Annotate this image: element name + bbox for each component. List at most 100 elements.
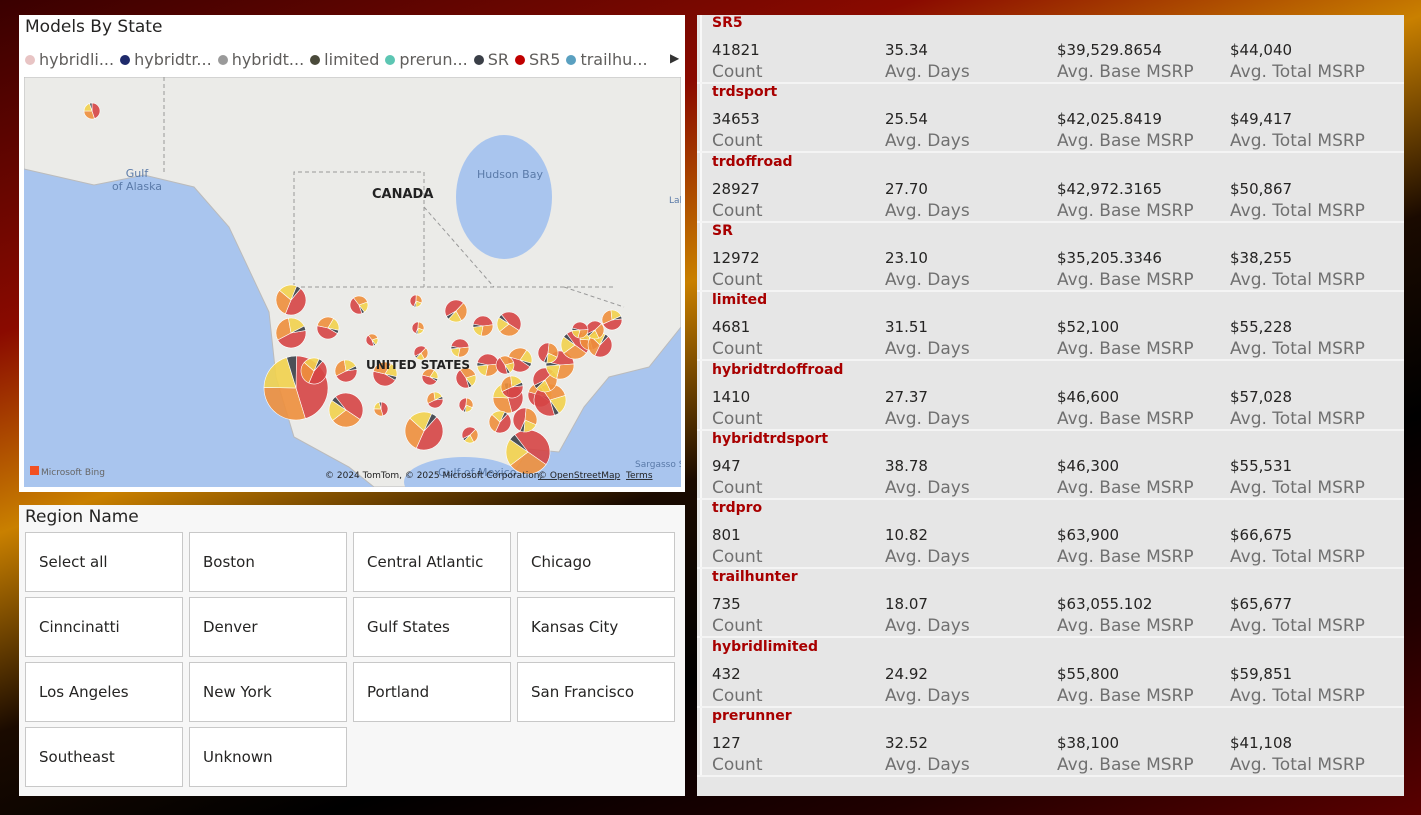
pie-slice	[450, 338, 470, 349]
slicer-option[interactable]: Gulf States	[353, 597, 511, 657]
card-label: Avg. Total MSRP	[1230, 200, 1365, 221]
pie-slice	[429, 376, 439, 382]
slicer-option[interactable]: Portland	[353, 662, 511, 722]
slicer-option[interactable]: Southeast	[25, 727, 183, 787]
legend-item[interactable]: SR5	[515, 50, 560, 69]
legend-label: SR5	[529, 50, 561, 69]
card-value: $39,529.8654	[1057, 41, 1162, 59]
pie-slice	[335, 392, 364, 420]
pie-slice	[556, 363, 575, 380]
card-label: Count	[712, 547, 763, 568]
pie-slice	[404, 417, 425, 449]
card-value: 12972	[712, 248, 760, 267]
card-label: Avg. Days	[885, 339, 970, 360]
slicer-option[interactable]: Boston	[189, 532, 347, 592]
card-label: Avg. Days	[885, 200, 970, 221]
legend-item[interactable]: hybridt...	[217, 50, 305, 69]
card-value: $63,055.102	[1057, 595, 1153, 614]
map-label: Terms	[625, 471, 653, 481]
pie-slice	[358, 304, 365, 314]
card-value: 28927	[712, 179, 760, 198]
slicer-option[interactable]: Select all	[25, 532, 183, 592]
map-title: Models By State	[25, 17, 163, 37]
pie-slice	[263, 357, 297, 389]
pie-slice	[335, 368, 358, 383]
card-label: Count	[712, 269, 763, 290]
legend-dot	[120, 54, 131, 65]
card-value: $55,531	[1230, 456, 1293, 475]
pie-slice	[331, 396, 347, 411]
legend-item[interactable]: limited	[310, 50, 379, 69]
map-label: Gulf of Alaska	[112, 167, 162, 193]
pie-slice	[415, 327, 419, 335]
legend-item[interactable]: SR	[473, 50, 509, 69]
card-label: Avg. Base MSRP	[1057, 477, 1194, 498]
pie-slice	[415, 416, 444, 451]
group-name: hybridlimited	[712, 638, 819, 655]
card-label: Count	[712, 616, 763, 637]
legend-label: trailhu...	[580, 50, 648, 69]
slicer-option[interactable]: Los Angeles	[25, 662, 183, 722]
pie-slice	[300, 362, 315, 384]
card-group: hybridlimited 432 Count 24.92 Avg. Days $55,8…	[697, 639, 1404, 708]
slicer-option[interactable]: Denver	[189, 597, 347, 657]
multi-row-card: SR5 41821 Count 35.34 Avg. Days $39,529.8654 A…	[697, 15, 1404, 796]
pie-slice	[571, 327, 581, 331]
card-label: Avg. Total MSRP	[1230, 685, 1365, 706]
pie-slice	[462, 434, 471, 442]
card-label: Count	[712, 131, 763, 152]
card-label: Count	[712, 200, 763, 221]
card-label: Avg. Days	[885, 685, 970, 706]
pie-slice	[501, 311, 522, 331]
slicer-option[interactable]: Cinncinatti	[25, 597, 183, 657]
card-label: Avg. Base MSRP	[1057, 755, 1194, 775]
pie-slice	[421, 374, 438, 386]
slicer-option[interactable]: Kansas City	[517, 597, 675, 657]
slicer-option[interactable]: New York	[189, 662, 347, 722]
card-label: Avg. Days	[885, 616, 970, 637]
card-label: Avg. Base MSRP	[1057, 131, 1194, 152]
card-value: 23.10	[885, 248, 928, 267]
card-value: 27.37	[885, 387, 928, 406]
group-name: trdsport	[712, 84, 778, 101]
card-label: Avg. Total MSRP	[1230, 477, 1365, 498]
pie-slice	[563, 333, 576, 346]
legend-dot	[473, 54, 484, 65]
legend-item[interactable]: trailhu...	[566, 50, 648, 69]
card-value: $42,025.8419	[1057, 110, 1162, 129]
legend-item[interactable]: hybridtr...	[120, 50, 212, 69]
pie-slice	[345, 365, 358, 372]
card-label: Count	[712, 477, 763, 498]
card-label: Avg. Days	[885, 547, 970, 568]
card-label: Avg. Base MSRP	[1057, 339, 1194, 360]
pie-slice	[384, 373, 398, 381]
slicer-option[interactable]: Unknown	[189, 727, 347, 787]
card-label: Avg. Base MSRP	[1057, 269, 1194, 290]
card-label: Count	[712, 339, 763, 360]
map-label: © 2024 TomTom, © 2025 Microsoft Corporat…	[325, 471, 542, 481]
legend-label: hybridt...	[231, 50, 305, 69]
slicer-option[interactable]: San Francisco	[517, 662, 675, 722]
card-group: trdpro 801 Count 10.82 Avg. Days $63,900 Avg. …	[697, 500, 1404, 570]
card-label: Avg. Days	[885, 755, 970, 775]
group-name: trdpro	[712, 500, 763, 517]
legend-next[interactable]: ▶	[670, 51, 680, 65]
legend-label: hybridtr...	[134, 50, 212, 69]
legend-item[interactable]: hybridli...	[25, 50, 114, 69]
slicer-option[interactable]: Chicago	[517, 532, 675, 592]
card-label: Avg. Days	[885, 477, 970, 498]
slicer-option[interactable]: Central Atlantic	[353, 532, 511, 592]
card-label: Avg. Base MSRP	[1057, 547, 1194, 568]
pie-slice	[414, 352, 422, 359]
card-value: $55,228	[1230, 318, 1293, 337]
pie-slice	[533, 379, 546, 389]
pie-slice	[461, 426, 477, 440]
map-label: Lab	[669, 196, 681, 206]
hudson-bay	[456, 135, 552, 259]
legend-item[interactable]: prerun...	[385, 50, 468, 69]
pie-slice	[571, 321, 589, 331]
card-value: $38,255	[1230, 248, 1293, 267]
pie-slice	[504, 364, 511, 375]
map: Gulf of Alaska CANADA Hudson Bay UNITED STAT…	[24, 77, 681, 487]
pie-slice	[277, 330, 307, 349]
